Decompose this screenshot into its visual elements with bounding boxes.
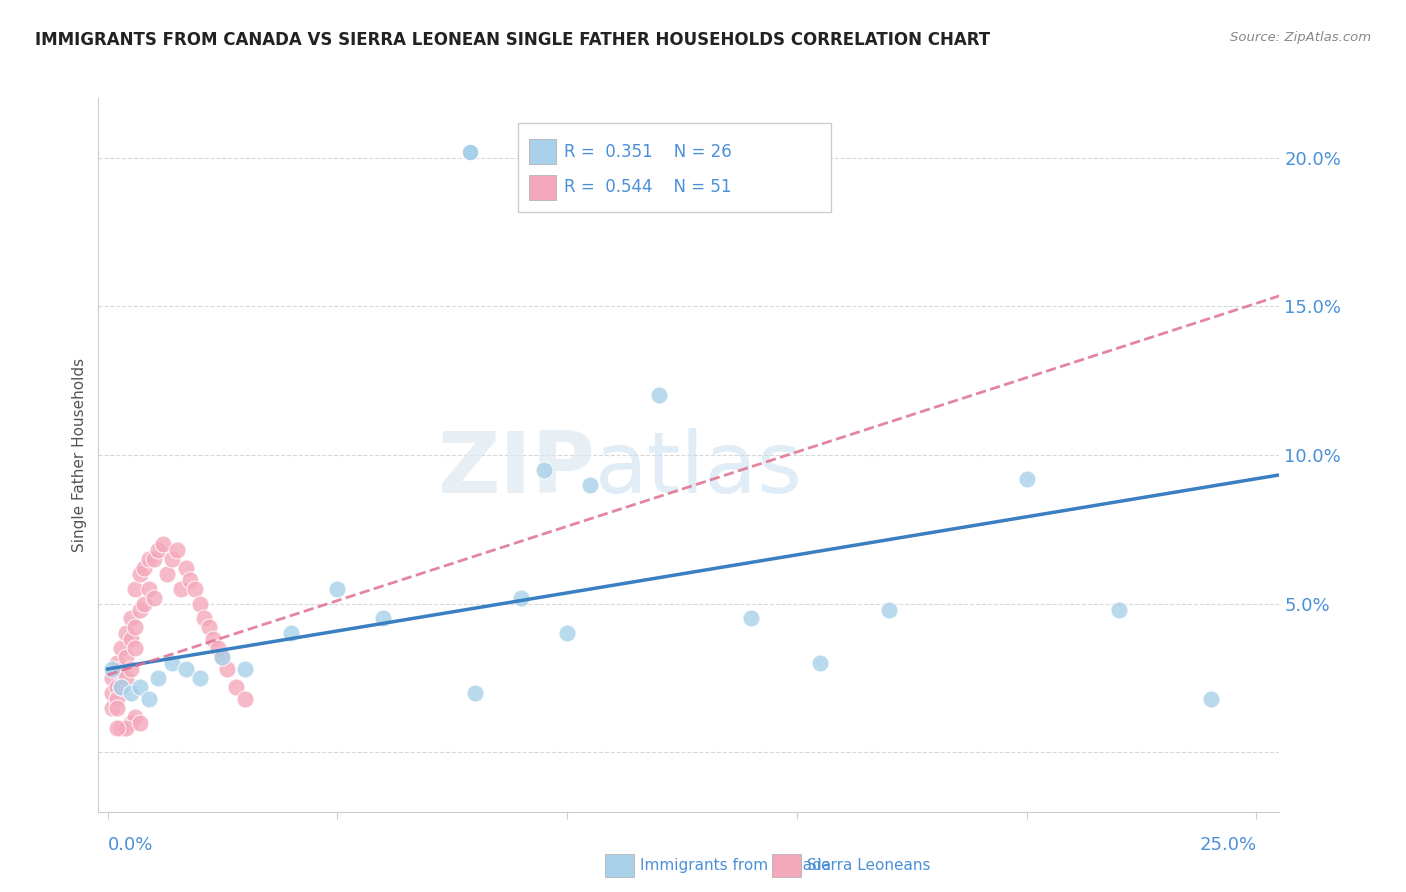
Point xyxy=(128,602,150,616)
Point xyxy=(211,650,233,665)
Point xyxy=(1108,602,1130,616)
Point xyxy=(120,715,142,730)
Point xyxy=(225,680,247,694)
Point xyxy=(156,566,179,581)
Point xyxy=(146,543,169,558)
Point xyxy=(105,680,128,694)
Point xyxy=(124,641,146,656)
Point xyxy=(128,566,150,581)
Point xyxy=(146,671,169,685)
Point xyxy=(152,537,174,551)
Text: R =  0.351    N = 26: R = 0.351 N = 26 xyxy=(564,143,733,161)
Point xyxy=(193,611,215,625)
Point xyxy=(142,552,165,566)
Point xyxy=(235,662,257,676)
Point xyxy=(115,626,138,640)
Point xyxy=(373,611,395,625)
Point xyxy=(326,582,349,596)
Point xyxy=(120,662,142,676)
Point xyxy=(179,573,201,587)
Point xyxy=(120,632,142,647)
Point xyxy=(184,582,207,596)
Text: Sierra Leoneans: Sierra Leoneans xyxy=(807,858,931,872)
Point xyxy=(128,715,150,730)
Point xyxy=(105,656,128,670)
Point xyxy=(115,650,138,665)
Point xyxy=(124,582,146,596)
Point xyxy=(160,656,183,670)
Point xyxy=(105,700,128,714)
Point xyxy=(115,722,138,736)
Point xyxy=(110,662,132,676)
Point xyxy=(101,662,124,676)
Point xyxy=(464,686,486,700)
Point xyxy=(648,388,671,402)
Point xyxy=(188,597,211,611)
Point xyxy=(110,722,132,736)
Text: ZIP: ZIP xyxy=(437,427,595,511)
Point xyxy=(1015,472,1038,486)
Point xyxy=(105,722,128,736)
Point xyxy=(115,671,138,685)
Point xyxy=(134,597,156,611)
Y-axis label: Single Father Households: Single Father Households xyxy=(72,358,87,552)
Point xyxy=(174,561,197,575)
Point xyxy=(138,582,160,596)
Point xyxy=(138,691,160,706)
Point xyxy=(124,709,146,723)
Point xyxy=(120,686,142,700)
Text: R =  0.544    N = 51: R = 0.544 N = 51 xyxy=(564,178,731,196)
Point xyxy=(160,552,183,566)
Point xyxy=(740,611,762,625)
Point xyxy=(579,477,602,491)
Point xyxy=(235,691,257,706)
Point xyxy=(877,602,900,616)
Point xyxy=(188,671,211,685)
Point xyxy=(101,700,124,714)
Text: IMMIGRANTS FROM CANADA VS SIERRA LEONEAN SINGLE FATHER HOUSEHOLDS CORRELATION CH: IMMIGRANTS FROM CANADA VS SIERRA LEONEAN… xyxy=(35,31,990,49)
Point xyxy=(211,650,233,665)
Point xyxy=(1199,691,1222,706)
Text: Immigrants from Canada: Immigrants from Canada xyxy=(640,858,831,872)
Point xyxy=(202,632,225,647)
Point xyxy=(533,463,555,477)
Point xyxy=(124,620,146,634)
Point xyxy=(555,626,578,640)
Point xyxy=(217,662,239,676)
Point xyxy=(138,552,160,566)
Point xyxy=(101,686,124,700)
Point xyxy=(101,671,124,685)
Point xyxy=(110,680,132,694)
Text: 25.0%: 25.0% xyxy=(1199,836,1257,854)
Point xyxy=(510,591,533,605)
Point xyxy=(134,561,156,575)
Point xyxy=(120,611,142,625)
Point xyxy=(280,626,302,640)
Point xyxy=(170,582,193,596)
Point xyxy=(105,691,128,706)
Point xyxy=(174,662,197,676)
Text: 0.0%: 0.0% xyxy=(108,836,153,854)
Point xyxy=(808,656,831,670)
Point xyxy=(110,641,132,656)
Point xyxy=(128,680,150,694)
Point xyxy=(142,591,165,605)
Point xyxy=(110,680,132,694)
Point xyxy=(207,641,229,656)
Text: atlas: atlas xyxy=(595,427,803,511)
Point xyxy=(166,543,188,558)
Text: Source: ZipAtlas.com: Source: ZipAtlas.com xyxy=(1230,31,1371,45)
Point xyxy=(197,620,219,634)
